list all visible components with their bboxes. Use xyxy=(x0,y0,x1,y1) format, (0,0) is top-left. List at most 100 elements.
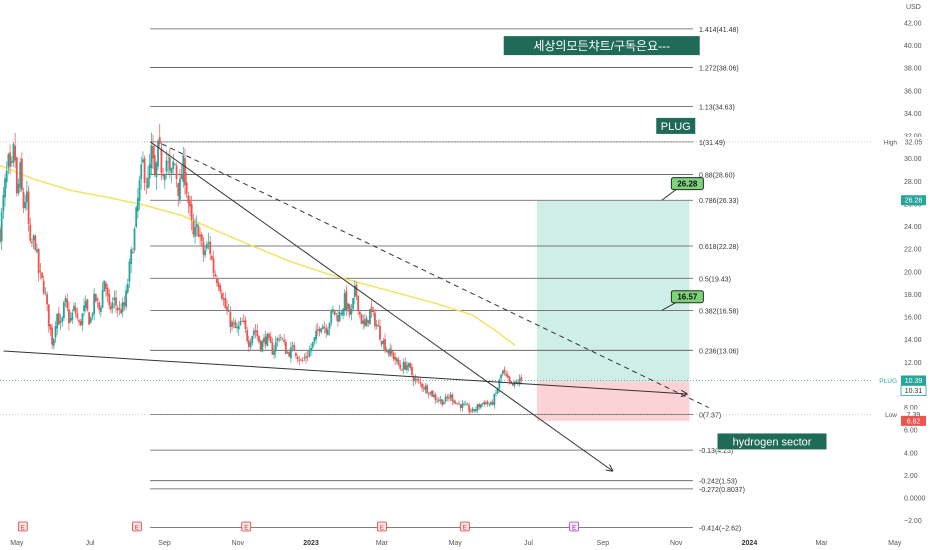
price-axis[interactable]: 42.0040.0038.0036.0034.0032.0030.0028.00… xyxy=(879,21,927,526)
candle-down xyxy=(224,297,227,308)
price-tick-label: 30.00 xyxy=(904,156,922,163)
scale-value-box xyxy=(901,375,926,386)
candle-down xyxy=(46,294,48,305)
candle-down xyxy=(234,321,237,329)
price-callouts: 26.28 16.57 xyxy=(661,177,704,311)
price-tick-label: 40.00 xyxy=(904,43,922,50)
candle-up xyxy=(402,362,405,370)
earnings-marker xyxy=(459,521,470,532)
candle-up xyxy=(61,317,64,322)
candle-up xyxy=(130,249,133,265)
candle-up xyxy=(239,321,242,325)
candle-up xyxy=(276,338,279,342)
candle-down xyxy=(241,320,244,322)
candle-up xyxy=(500,374,502,379)
candle-up xyxy=(24,201,27,208)
candle-up xyxy=(5,170,8,183)
candle-up xyxy=(111,302,114,309)
candle-down xyxy=(256,330,259,337)
price-hlines xyxy=(0,141,872,415)
earnings-marker xyxy=(241,521,252,532)
candle-up xyxy=(424,386,427,391)
candle-down xyxy=(229,312,232,328)
candle-down xyxy=(417,379,420,381)
text-annotations: 세상의모든챠트/구독은요--- PLUG hydrogen sector xyxy=(502,35,828,451)
candle-down xyxy=(372,310,375,312)
candle-down xyxy=(392,353,395,359)
candle-down xyxy=(105,282,107,289)
candle-down xyxy=(88,312,91,325)
candle-up xyxy=(310,348,312,352)
candle-down xyxy=(98,302,101,310)
candle-up xyxy=(147,177,149,189)
candle-down xyxy=(0,229,1,242)
candle-up xyxy=(179,178,181,200)
earnings-label: E xyxy=(21,525,25,531)
candle-down xyxy=(491,402,494,405)
candle-up xyxy=(311,341,314,348)
candle-down xyxy=(506,374,509,378)
candle-up xyxy=(136,197,139,212)
candle-down xyxy=(355,284,358,296)
candle-down xyxy=(446,396,449,399)
candle-down xyxy=(374,312,376,327)
candle-down xyxy=(247,340,250,347)
scale-value: 7.39 xyxy=(907,412,921,419)
callout-label: 26.28 xyxy=(677,180,698,189)
candle-down xyxy=(162,174,164,177)
candle-down xyxy=(508,376,511,382)
candle-up xyxy=(352,297,355,309)
time-tick-label: May xyxy=(10,540,24,547)
candle-up xyxy=(7,154,10,168)
candle-up xyxy=(382,340,385,345)
candle-up xyxy=(449,394,452,398)
candle-down xyxy=(79,321,82,325)
candle-down xyxy=(34,235,37,251)
candle-down xyxy=(516,382,519,384)
candle-up xyxy=(263,337,265,343)
candle-down xyxy=(244,320,247,330)
candle-down xyxy=(226,306,228,311)
candle-up xyxy=(138,179,141,201)
candle-up xyxy=(99,307,102,313)
fib-level-label: 0.88(28.60) xyxy=(699,173,735,180)
price-tick-label: 4.00 xyxy=(904,450,918,457)
candle-down xyxy=(441,399,444,405)
candle-up xyxy=(266,333,269,347)
candle-up xyxy=(518,378,521,385)
earnings-marker xyxy=(17,521,28,532)
candle-down xyxy=(232,323,235,325)
candle-up xyxy=(118,308,121,310)
candle-up xyxy=(83,305,85,312)
scale-value-box xyxy=(901,409,926,420)
candle-down xyxy=(190,204,193,220)
candle-down xyxy=(284,341,287,354)
candle-down xyxy=(42,280,45,294)
candle-up xyxy=(173,163,176,165)
fib-level-label: -0.242(1.53) xyxy=(699,479,737,486)
candle-down xyxy=(316,328,319,331)
candle-down xyxy=(264,336,267,345)
candle-down xyxy=(39,270,42,272)
candle-up xyxy=(321,326,324,330)
candle-down xyxy=(483,401,486,405)
candle-down xyxy=(367,320,370,323)
candle-down xyxy=(212,258,215,274)
candle-up xyxy=(252,330,255,336)
candle-down xyxy=(246,330,249,341)
candle-down xyxy=(9,152,11,167)
candle-up xyxy=(73,305,75,311)
candle-down xyxy=(400,369,403,371)
price-tick-label: −2.00 xyxy=(904,518,922,525)
time-axis[interactable]: May Jul Sep Nov 2023 Mar May Jul Sep Nov 2024 Mar Ma… xyxy=(10,540,902,547)
fib-level-label: 0.5(19.43) xyxy=(699,276,731,283)
candle-down xyxy=(41,272,43,278)
fib-level-label: 1.414(41.48) xyxy=(699,27,739,34)
candle-down xyxy=(412,376,415,382)
price-tick-label: 6.00 xyxy=(904,428,918,435)
candle-down xyxy=(421,383,423,388)
candle-down xyxy=(416,379,418,380)
candle-down xyxy=(116,307,119,311)
